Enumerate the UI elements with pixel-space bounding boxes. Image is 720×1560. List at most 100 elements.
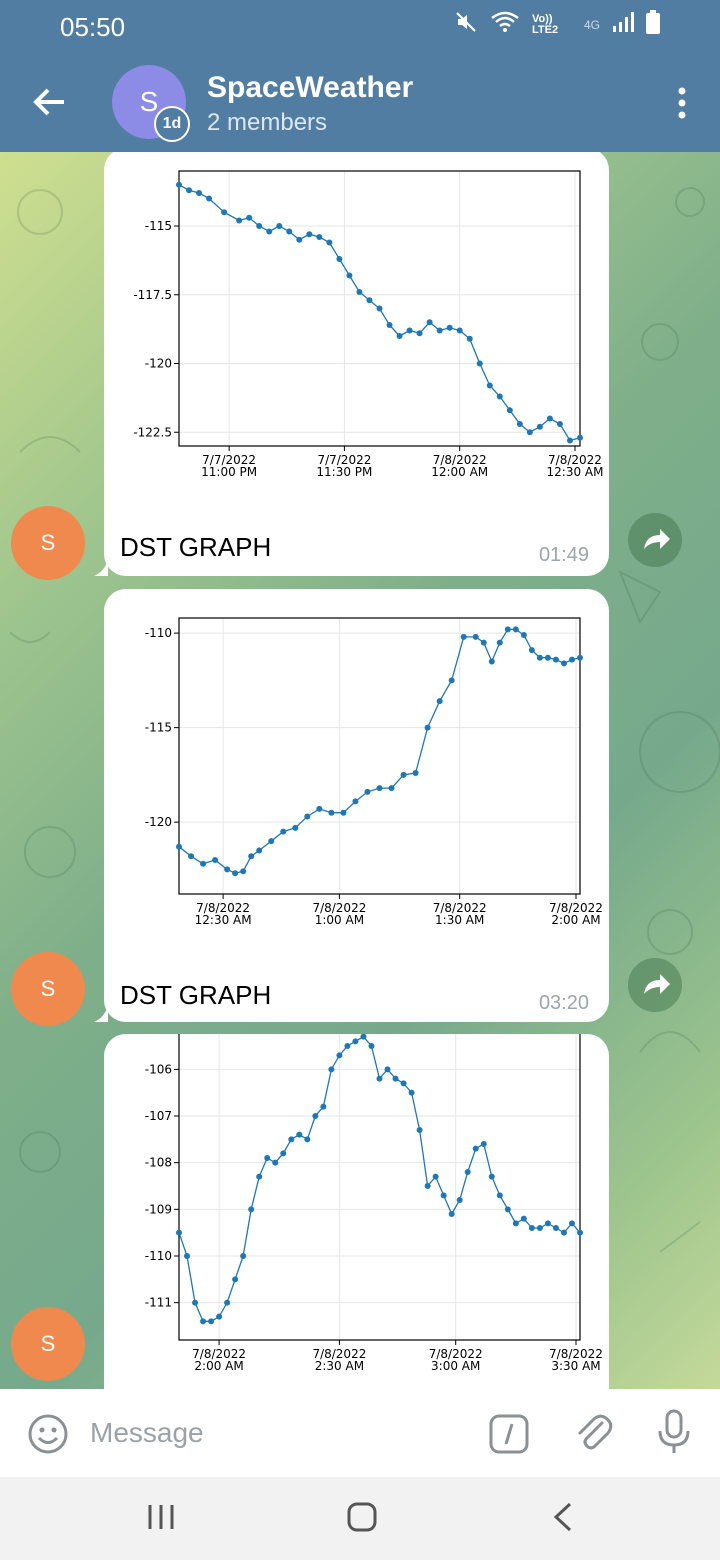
data-point — [449, 1211, 455, 1217]
data-point — [545, 655, 551, 661]
data-point — [513, 1220, 519, 1226]
message-bubble[interactable]: -115 -117.5 -120 -122.5 7/7/2022 11:00 PM 7/7/… — [104, 152, 609, 576]
data-point — [521, 1216, 527, 1222]
data-point — [507, 407, 513, 413]
chat-title[interactable]: SpaceWeather — [207, 71, 413, 105]
microphone-icon[interactable] — [656, 1409, 692, 1460]
share-arrow-icon — [628, 513, 682, 567]
data-point — [328, 810, 334, 816]
y-tick-label: -117.5 — [133, 288, 172, 302]
y-tick-label: -120 — [145, 357, 172, 371]
data-point — [188, 853, 194, 859]
home-button[interactable] — [347, 1501, 377, 1538]
data-point — [266, 229, 272, 235]
emoji-icon[interactable] — [27, 1413, 69, 1460]
data-point — [352, 1038, 358, 1044]
x-tick-label: 1:00 AM — [315, 913, 364, 927]
y-tick-label: -106 — [145, 1062, 172, 1076]
x-tick-label: 2:00 AM — [194, 1359, 243, 1373]
data-point — [368, 1043, 374, 1049]
dst-chart[interactable]: -105-106-107-108-109-110-1117/8/20222:00… — [104, 1034, 609, 1389]
y-tick-label: -107 — [145, 1109, 172, 1123]
data-point — [212, 857, 218, 863]
data-point — [393, 1076, 399, 1082]
status-bar: 05:50 Vo)) LTE2 4G — [0, 0, 720, 52]
data-point — [336, 1052, 342, 1058]
data-point — [477, 361, 483, 367]
data-point — [216, 1314, 222, 1320]
data-point — [328, 1066, 334, 1072]
data-point — [346, 273, 352, 279]
message-input[interactable]: Message — [90, 1417, 204, 1449]
data-point — [397, 333, 403, 339]
data-point — [547, 416, 553, 422]
share-button[interactable] — [628, 958, 682, 1012]
message-bubble[interactable]: -105-106-107-108-109-110-1117/8/20222:00… — [104, 1034, 609, 1389]
member-count: 2 members — [207, 109, 327, 137]
data-point — [272, 1160, 278, 1166]
bot-commands-icon[interactable] — [488, 1413, 530, 1460]
back-arrow-icon[interactable] — [30, 82, 70, 122]
recent-apps-button[interactable] — [146, 1503, 176, 1536]
data-point — [224, 1300, 230, 1306]
volte-label: Vo)) LTE2 — [532, 14, 572, 36]
share-button[interactable] — [628, 513, 682, 567]
bubble-tail — [94, 1006, 108, 1022]
data-point — [513, 626, 519, 632]
data-point — [224, 866, 230, 872]
data-point — [425, 725, 431, 731]
data-point — [489, 1174, 495, 1180]
bubble-tail — [94, 560, 108, 576]
data-point — [425, 1183, 431, 1189]
data-point — [401, 772, 407, 778]
more-options-icon[interactable] — [676, 86, 688, 120]
data-point — [296, 1132, 302, 1138]
data-point — [497, 394, 503, 400]
data-point — [569, 1220, 575, 1226]
data-point — [473, 634, 479, 640]
chat-area[interactable]: -115 -117.5 -120 -122.5 7/7/2022 11:00 PM 7/7/… — [0, 152, 720, 1389]
y-tick-label: -109 — [145, 1202, 172, 1216]
data-point — [176, 182, 182, 188]
data-point — [449, 677, 455, 683]
data-point — [340, 810, 346, 816]
message-bubble[interactable]: -110 -115 -120 7/8/2022 12:30 AM 7/8/2022 1:00… — [104, 589, 609, 1022]
sender-avatar[interactable]: S — [11, 506, 85, 580]
back-button[interactable] — [552, 1502, 574, 1537]
data-point — [545, 1220, 551, 1226]
data-point — [248, 853, 254, 859]
data-point — [292, 825, 298, 831]
y-tick-label: -110 — [145, 1249, 172, 1263]
sender-avatar[interactable]: S — [11, 952, 85, 1026]
y-tick-label: -110 — [145, 626, 172, 640]
x-tick-label: 3:30 AM — [551, 1359, 600, 1373]
data-point — [200, 1318, 206, 1324]
data-point — [246, 215, 252, 221]
status-time: 05:50 — [60, 12, 125, 43]
message-time: 03:20 — [539, 992, 589, 1015]
x-tick-label: 11:00 PM — [201, 465, 257, 479]
data-point — [240, 1253, 246, 1259]
data-point — [487, 383, 493, 389]
data-point — [497, 640, 503, 646]
message-caption: DST GRAPH — [120, 532, 271, 563]
data-point — [561, 660, 567, 666]
attach-icon[interactable] — [574, 1411, 614, 1460]
sender-avatar[interactable]: S — [11, 1307, 85, 1381]
data-point — [232, 1276, 238, 1282]
data-point — [529, 1225, 535, 1231]
data-point — [256, 223, 262, 229]
data-point — [320, 1104, 326, 1110]
data-point — [473, 1146, 479, 1152]
mute-icon — [454, 10, 478, 39]
data-point — [537, 655, 543, 661]
series-line — [179, 629, 580, 873]
data-point — [316, 806, 322, 812]
data-point — [377, 1076, 383, 1082]
signal-icon — [612, 11, 634, 38]
data-point — [280, 1150, 286, 1156]
x-tick-label: 12:30 AM — [195, 913, 252, 927]
data-point — [326, 240, 332, 246]
